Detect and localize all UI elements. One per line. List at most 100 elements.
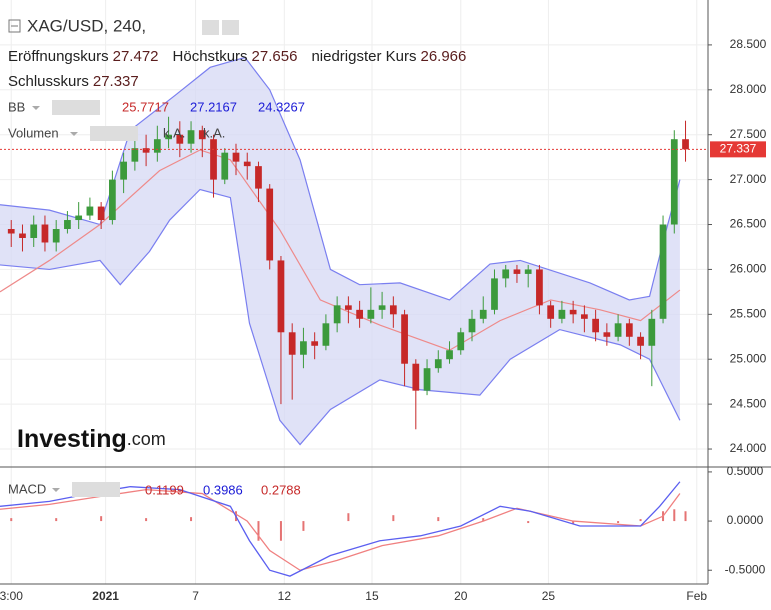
macd-hist-bar [55, 518, 58, 522]
macd-hist-bar [347, 513, 350, 522]
candle-body [502, 269, 510, 279]
candle-body [221, 152, 229, 180]
plot [0, 56, 708, 577]
dropdown[interactable] [70, 132, 78, 136]
settings-icon[interactable] [202, 20, 219, 35]
macd-line [0, 481, 681, 577]
collapse-icon[interactable] [8, 19, 21, 33]
bb-label: BB [8, 99, 25, 114]
candle-body [311, 341, 319, 346]
macd-hist-bar [10, 518, 13, 522]
y-tick-label: 27.500 [730, 127, 767, 141]
candle-body [468, 318, 476, 333]
y-tick-label: 0.0000 [727, 513, 764, 527]
y-tick-label: 25.500 [730, 306, 767, 320]
macd-hist-bar [673, 509, 676, 522]
low-label: niedrigster Kurs [311, 48, 416, 65]
price-tag [710, 141, 766, 158]
y-tick-label: -0.5000 [725, 562, 766, 576]
macd-label: MACD [8, 481, 46, 496]
x-tick-label: 12 [278, 589, 292, 603]
bb-lower [0, 188, 681, 446]
candle-body [367, 309, 375, 319]
candle-body [648, 318, 656, 346]
open-label: Eröffnungskurs [8, 48, 109, 65]
logo-suffix: .com [127, 429, 166, 449]
candle-body [524, 269, 532, 274]
candle-body [300, 341, 307, 355]
y-tick-label: 27.000 [730, 172, 767, 186]
dropdown[interactable] [52, 488, 60, 492]
macd-hist-bar [392, 515, 395, 522]
candle-body [581, 314, 588, 319]
indicator-icons[interactable] [90, 126, 138, 141]
y-tick-label: 0.5000 [727, 464, 764, 478]
candle-body [277, 260, 285, 333]
x-tick-label: 15 [365, 589, 379, 603]
candle-body [75, 215, 83, 221]
candle-body [558, 309, 566, 319]
x-tick-label: 3:00 [0, 589, 23, 603]
close-label: Schlusskurs [8, 73, 89, 90]
logo-brand: Investing [17, 425, 127, 453]
price-tag-label: 27.337 [720, 142, 757, 156]
candle-body [165, 134, 172, 140]
macd-value: 0.3986 [203, 482, 243, 497]
indicator-icons[interactable] [52, 100, 100, 115]
bb-lower-value: 24.3267 [258, 99, 305, 114]
candle-body [356, 309, 363, 319]
indicator-icons[interactable] [72, 482, 120, 497]
macd-hist-bar [482, 518, 485, 522]
candle-body [266, 188, 274, 261]
ohlc-row: Eröffnungskurs 27.472 Höchstkurs 27.656 nied… [8, 48, 466, 65]
volume-label: Volumen [8, 125, 59, 140]
y-tick-label: 25.000 [730, 351, 767, 365]
candle-body [52, 229, 60, 243]
symbol: XAG/USD, 240, [27, 16, 146, 35]
macd-hist-bar [684, 511, 687, 522]
high-label: Höchstkurs [173, 48, 248, 65]
candle-body [457, 332, 465, 351]
macd-hist-bar [572, 521, 575, 525]
settings-icon[interactable] [222, 20, 239, 35]
x-tick-label: Feb [686, 589, 707, 603]
candle-body [187, 130, 195, 144]
bb-middle [0, 149, 681, 351]
macd-hist-value: 0.1199 [145, 482, 184, 497]
dropdown[interactable] [32, 106, 40, 110]
macd-signal-line [0, 488, 681, 571]
candle-body [637, 336, 644, 346]
x-tick-label: 25 [542, 589, 556, 603]
candle-body [446, 350, 453, 360]
candle-body [153, 139, 161, 153]
candle-body [176, 134, 184, 144]
candle-body [412, 363, 420, 391]
candle-body [401, 314, 408, 364]
candle-body [142, 148, 150, 153]
candle-body [670, 139, 678, 225]
candle-body [86, 206, 94, 216]
macd-hist-bar [145, 518, 148, 522]
bb-middle-value: 25.7717 [122, 99, 169, 114]
candle-body [345, 305, 352, 310]
macd-hist-bar [639, 519, 642, 522]
candle-body [64, 220, 71, 230]
y-tick-label: 28.500 [730, 37, 767, 51]
volume-value: k.A. [163, 125, 185, 140]
high-value: 27.656 [252, 48, 298, 65]
candle-body [109, 179, 116, 221]
bb-fill [0, 57, 680, 445]
macd-hist-bar [527, 521, 530, 524]
candle-body [120, 161, 127, 180]
y-tick-label: 26.000 [730, 262, 767, 276]
candle-body [210, 139, 217, 180]
candle-body [198, 130, 206, 140]
close-value: 27.337 [93, 73, 139, 90]
open-value: 27.472 [113, 48, 159, 65]
candle-body [659, 224, 667, 319]
candle-body [513, 269, 521, 274]
candle-body [569, 309, 577, 315]
macd-signal-value: 0.2788 [261, 482, 301, 497]
macd-hist-bar [279, 521, 282, 541]
